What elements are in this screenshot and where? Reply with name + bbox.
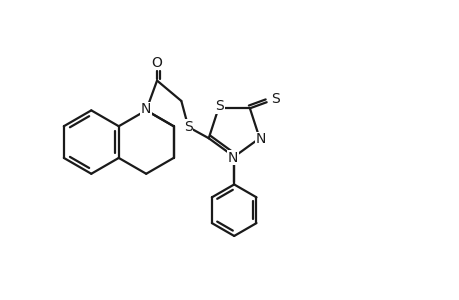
Text: O: O — [151, 56, 162, 70]
Text: N: N — [255, 132, 265, 146]
Text: N: N — [141, 102, 151, 116]
Text: S: S — [184, 120, 192, 134]
Text: S: S — [271, 92, 280, 106]
Text: N: N — [228, 151, 238, 165]
Text: S: S — [215, 99, 224, 113]
